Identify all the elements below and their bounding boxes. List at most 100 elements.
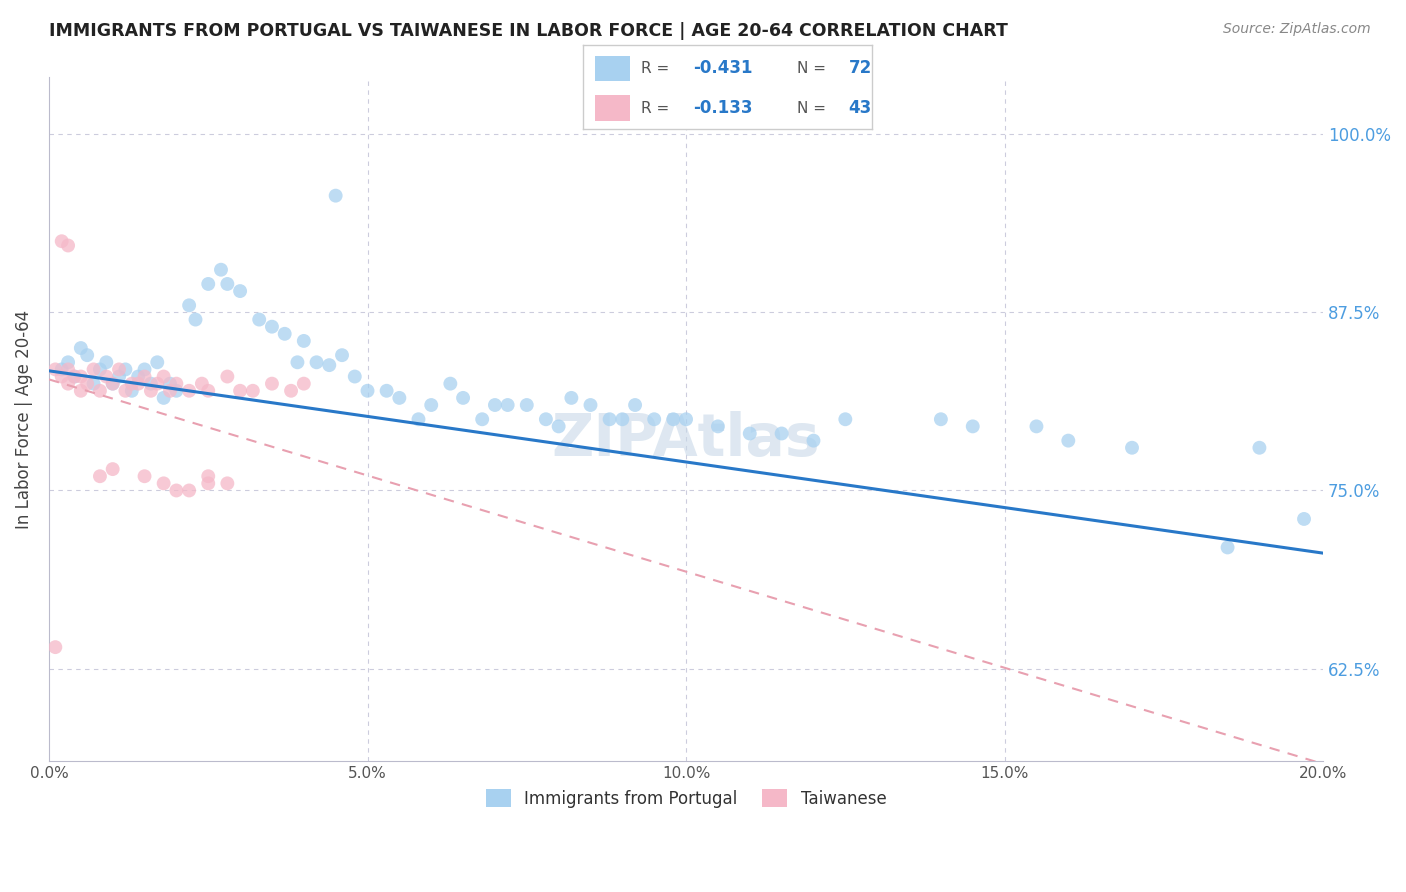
Text: -0.133: -0.133 <box>693 99 752 117</box>
Text: -0.431: -0.431 <box>693 60 752 78</box>
Point <box>165 483 187 498</box>
Point <box>56 376 79 391</box>
Point <box>534 412 557 426</box>
Point <box>260 319 283 334</box>
Point <box>770 426 793 441</box>
Bar <box>595 95 630 120</box>
Point <box>287 355 309 369</box>
Point <box>484 398 506 412</box>
Text: R =: R = <box>641 101 675 116</box>
Point <box>547 419 569 434</box>
Point <box>738 426 761 441</box>
Point <box>624 398 647 412</box>
Point <box>318 358 340 372</box>
Point <box>292 376 315 391</box>
Point <box>1216 541 1239 555</box>
Point <box>1057 434 1080 448</box>
Point <box>101 376 124 391</box>
Point <box>305 355 328 369</box>
Point <box>179 384 201 398</box>
Point <box>197 384 219 398</box>
Point <box>962 419 984 434</box>
Point <box>159 384 181 398</box>
Point <box>121 376 143 391</box>
Point <box>197 277 219 291</box>
Y-axis label: In Labor Force | Age 20-64: In Labor Force | Age 20-64 <box>15 310 32 529</box>
Point <box>127 376 149 391</box>
Point <box>217 476 239 491</box>
Point <box>101 462 124 476</box>
Point <box>209 262 232 277</box>
Point <box>89 384 111 398</box>
Point <box>375 384 398 398</box>
Point <box>63 369 86 384</box>
Text: ZIPAtlas: ZIPAtlas <box>551 411 820 468</box>
Point <box>356 384 378 398</box>
Point <box>179 483 201 498</box>
Point <box>89 469 111 483</box>
Point <box>69 369 91 384</box>
Point <box>834 412 856 426</box>
Point <box>44 362 66 376</box>
Point <box>69 341 91 355</box>
Point <box>108 362 131 376</box>
Point <box>325 188 347 202</box>
Point <box>516 398 538 412</box>
Point <box>643 412 665 426</box>
Point <box>197 469 219 483</box>
Point <box>134 369 156 384</box>
Point <box>579 398 602 412</box>
Point <box>152 369 174 384</box>
Point <box>803 434 825 448</box>
Point <box>292 334 315 348</box>
Point <box>152 476 174 491</box>
Point <box>439 376 461 391</box>
Point <box>51 362 73 376</box>
Point <box>139 376 162 391</box>
Point <box>56 355 79 369</box>
Point <box>929 412 952 426</box>
Point <box>165 376 187 391</box>
Text: R =: R = <box>641 61 675 76</box>
Point <box>388 391 411 405</box>
Point <box>273 326 295 341</box>
Point <box>184 312 207 326</box>
Point <box>146 376 169 391</box>
Point <box>330 348 353 362</box>
Point <box>343 369 366 384</box>
Point <box>76 376 98 391</box>
Point <box>280 384 302 398</box>
Point <box>560 391 582 405</box>
Point <box>420 398 443 412</box>
Point <box>96 369 118 384</box>
Point <box>134 469 156 483</box>
Point <box>56 238 79 252</box>
Legend: Immigrants from Portugal, Taiwanese: Immigrants from Portugal, Taiwanese <box>479 783 893 814</box>
Point <box>152 391 174 405</box>
Point <box>134 362 156 376</box>
Point <box>165 384 187 398</box>
Point <box>96 355 118 369</box>
Point <box>612 412 634 426</box>
Point <box>675 412 697 426</box>
Point <box>662 412 685 426</box>
Point <box>69 384 91 398</box>
Point <box>1249 441 1271 455</box>
Bar <box>595 55 630 81</box>
Point <box>51 234 73 248</box>
Point <box>51 369 73 384</box>
Text: IMMIGRANTS FROM PORTUGAL VS TAIWANESE IN LABOR FORCE | AGE 20-64 CORRELATION CHA: IMMIGRANTS FROM PORTUGAL VS TAIWANESE IN… <box>49 22 1008 40</box>
Point <box>1121 441 1143 455</box>
Point <box>191 376 214 391</box>
Text: N =: N = <box>797 61 831 76</box>
Point <box>101 376 124 391</box>
Text: Source: ZipAtlas.com: Source: ZipAtlas.com <box>1223 22 1371 37</box>
Point <box>44 640 66 654</box>
Point <box>217 277 239 291</box>
Point <box>496 398 519 412</box>
Point <box>76 348 98 362</box>
Point <box>451 391 474 405</box>
Point <box>707 419 730 434</box>
Point <box>114 384 136 398</box>
Text: N =: N = <box>797 101 831 116</box>
